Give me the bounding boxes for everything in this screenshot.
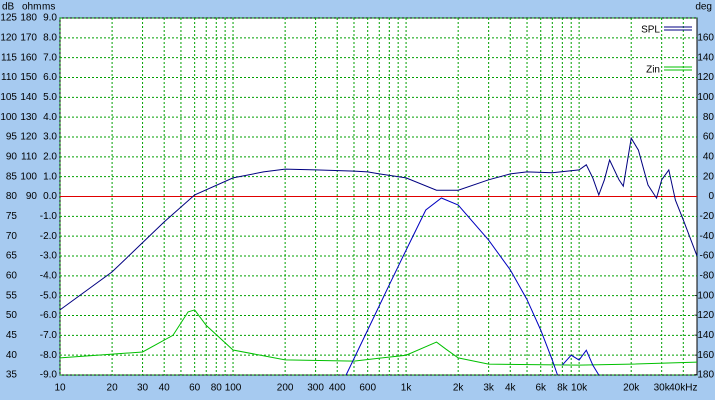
y-axis-label: dB <box>2 2 15 13</box>
series-line <box>59 309 698 366</box>
ohm-tick-label: 130 <box>20 112 37 123</box>
ms-tick-label: -1.0 <box>40 211 58 222</box>
x-tick-label: 8k <box>557 383 569 394</box>
y-tick-label: 95 <box>6 132 18 143</box>
y-axis-label: ms <box>42 2 55 13</box>
ms-tick-label: 8.0 <box>43 32 57 43</box>
y2-tick-label: -60 <box>700 251 715 262</box>
y-tick-label: 75 <box>6 211 18 222</box>
y2-tick-label: 100 <box>697 92 714 103</box>
ms-tick-label: -9.0 <box>40 370 58 381</box>
ohm-tick-label: 100 <box>20 171 37 182</box>
y2-tick-label: 120 <box>697 72 714 83</box>
y-axis-label: ohm <box>22 2 41 13</box>
y-tick-label: 110 <box>1 72 17 83</box>
y2-tick-label: 160 <box>697 32 714 43</box>
series-line <box>59 136 698 311</box>
legend-label: Zin <box>646 65 660 76</box>
x-tick-label: 40kHz <box>669 383 697 394</box>
y2-tick-label: 140 <box>697 52 714 63</box>
y-tick-label: 105 <box>0 92 17 103</box>
ohm-tick-label: 170 <box>20 32 37 43</box>
ohm-tick-label: 90 <box>26 191 38 202</box>
x-tick-label: 2k <box>453 383 465 394</box>
ohm-tick-label: 150 <box>20 72 37 83</box>
x-tick-label: 200 <box>277 383 294 394</box>
ms-tick-label: 6.0 <box>43 72 57 83</box>
y2-tick-label: 0 <box>708 191 714 202</box>
ms-tick-label: 7.0 <box>43 52 57 63</box>
ohm-tick-label: 180 <box>20 13 37 24</box>
y-tick-label: 70 <box>6 231 18 242</box>
x-tick-label: 80 <box>211 383 223 394</box>
y-tick-label: 40 <box>6 350 18 361</box>
y-tick-label: 120 <box>0 32 17 43</box>
ms-tick-label: 1.0 <box>43 171 57 182</box>
y2-tick-label: 60 <box>703 132 715 143</box>
y2-tick-label: -140 <box>694 330 714 341</box>
y2-tick-label: 40 <box>703 151 715 162</box>
x-tick-label: 30k <box>654 383 671 394</box>
x-tick-label: 6k <box>535 383 547 394</box>
ms-tick-label: 4.0 <box>43 112 57 123</box>
y-tick-label: 90 <box>6 151 18 162</box>
y-tick-label: 125 <box>0 13 17 24</box>
y2-tick-label: -100 <box>694 290 714 301</box>
y-tick-label: 115 <box>1 52 17 63</box>
x-tick-label: 300 <box>307 383 324 394</box>
ms-tick-label: 0.0 <box>43 191 57 202</box>
y-tick-label: 80 <box>6 191 18 202</box>
ohm-tick-label: 140 <box>20 92 37 103</box>
x-tick-label: 20 <box>107 383 119 394</box>
x-tick-label: 10k <box>571 383 588 394</box>
y-tick-label: 50 <box>6 310 18 321</box>
y2-tick-label: -40 <box>700 231 715 242</box>
ms-tick-label: -3.0 <box>40 251 58 262</box>
x-tick-label: 1k <box>401 383 413 394</box>
y-tick-label: 85 <box>6 171 18 182</box>
x-tick-label: 60 <box>189 383 201 394</box>
ms-tick-label: -4.0 <box>40 270 58 281</box>
y2-axis-label: deg <box>695 2 712 13</box>
y-tick-label: 35 <box>6 370 18 381</box>
ms-tick-label: 3.0 <box>43 132 57 143</box>
x-tick-label: 40 <box>159 383 171 394</box>
y-tick-label: 60 <box>6 270 18 281</box>
y-tick-label: 100 <box>0 112 17 123</box>
y2-tick-label: -120 <box>694 310 714 321</box>
ohm-tick-label: 160 <box>20 52 37 63</box>
y2-tick-label: -20 <box>700 211 715 222</box>
x-tick-label: 4k <box>505 383 517 394</box>
y2-tick-label: 80 <box>703 112 715 123</box>
ms-tick-label: 5.0 <box>43 92 57 103</box>
x-tick-label: 20k <box>623 383 640 394</box>
ms-tick-label: 9.0 <box>43 13 57 24</box>
y-tick-label: 45 <box>6 330 18 341</box>
x-tick-label: 600 <box>359 383 376 394</box>
ms-tick-label: -5.0 <box>40 290 58 301</box>
ohm-tick-label: 110 <box>21 151 37 162</box>
x-tick-label: 400 <box>329 383 346 394</box>
ms-tick-label: -6.0 <box>40 310 58 321</box>
ms-tick-label: 2.0 <box>43 151 57 162</box>
y2-tick-label: -80 <box>700 270 715 281</box>
ms-tick-label: -8.0 <box>40 350 58 361</box>
series-line <box>345 197 600 376</box>
ms-tick-label: -7.0 <box>40 330 58 341</box>
y-tick-label: 55 <box>6 290 18 301</box>
ohm-tick-label: 120 <box>20 132 37 143</box>
y2-tick-label: 20 <box>703 171 715 182</box>
x-tick-label: 100 <box>225 383 242 394</box>
x-tick-label: 10 <box>54 383 66 394</box>
x-tick-label: 3k <box>483 383 495 394</box>
x-tick-label: 30 <box>137 383 149 394</box>
y2-tick-label: -160 <box>694 350 714 361</box>
ms-tick-label: -2.0 <box>40 231 58 242</box>
y2-tick-label: -180 <box>694 370 714 381</box>
y-tick-label: 65 <box>6 251 18 262</box>
legend-label: SPL <box>641 25 660 36</box>
